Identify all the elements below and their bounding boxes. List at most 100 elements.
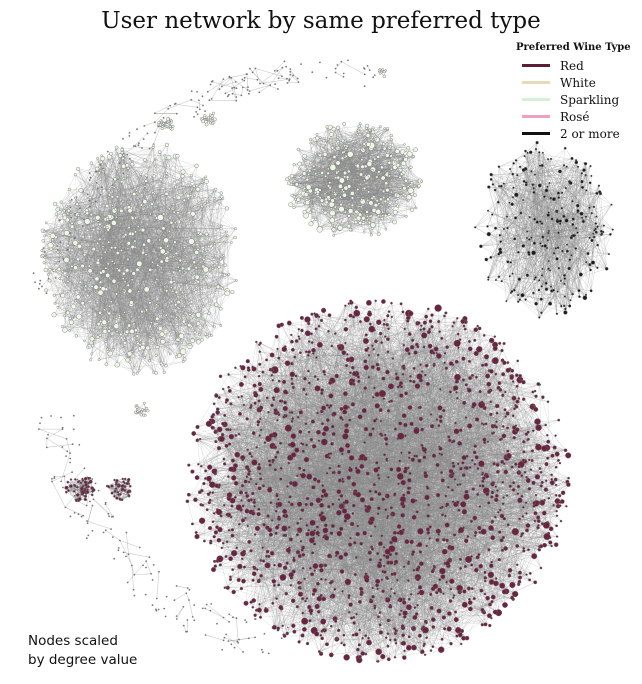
white-cluster-node (74, 299, 77, 303)
red-cluster-node (403, 649, 406, 653)
sparkling-cluster-node (329, 132, 334, 137)
red-cluster-node (230, 550, 238, 557)
red-cluster-node (301, 442, 305, 446)
sparkling-cluster-node (297, 161, 302, 167)
white-cluster-node (164, 363, 168, 368)
sparkling-cluster-node (360, 158, 364, 162)
outer-ring-top-node (204, 110, 207, 112)
red-cluster-node (502, 360, 507, 365)
white-cluster-node (168, 352, 172, 356)
red-cluster-node (388, 383, 394, 390)
white-cluster-node (235, 279, 238, 282)
outer-ring-top-node (277, 88, 279, 90)
red-cluster-node (417, 528, 424, 535)
multi-cluster-node (571, 200, 574, 203)
sparkling-cluster-node (289, 182, 293, 187)
red-cluster-node (560, 490, 566, 496)
red-cluster-node (322, 527, 329, 534)
outer-ring-top-node (258, 91, 261, 94)
multi-cluster-node (486, 232, 491, 237)
white-cluster-node (90, 352, 94, 356)
sparkling-cluster-node (351, 203, 354, 207)
sparkling-cluster-node (403, 143, 406, 146)
sparkling-cluster-node (336, 135, 340, 139)
multi-cluster-node (555, 257, 559, 261)
red-cluster-node (390, 587, 393, 591)
red-cluster-node (389, 560, 394, 565)
red-cluster-node (275, 505, 279, 509)
multi-cluster-node (528, 150, 533, 155)
red-cluster-node (546, 433, 549, 437)
red-cluster-node (407, 332, 412, 336)
red-cluster-node (222, 457, 226, 461)
red-cluster-node (515, 399, 520, 404)
red-cluster-node (210, 414, 215, 419)
sparkling-cluster-node (319, 198, 324, 203)
multi-cluster-node (505, 215, 509, 218)
red-cluster-node (403, 327, 406, 331)
red-cluster-node (362, 337, 369, 345)
red-cluster-node (400, 501, 405, 507)
red-cluster-node (420, 324, 423, 328)
white-cluster-node (115, 195, 120, 199)
sparkling-cluster-node (339, 203, 343, 207)
small-cluster-b-node (212, 120, 216, 124)
red-cluster-node (534, 394, 538, 398)
outer-ring-left-node (205, 603, 208, 606)
red-cluster-node (409, 375, 412, 378)
red-cluster-node (567, 476, 570, 480)
multi-cluster-node (540, 274, 544, 277)
red-cluster-node (528, 458, 531, 462)
red-cluster-node (359, 463, 365, 469)
white-cluster-node (102, 168, 106, 171)
red-cluster-node (474, 567, 479, 573)
red-cluster-node (429, 592, 433, 596)
outer-ring-left-node (122, 551, 125, 554)
red-cluster-node (230, 458, 235, 463)
white-cluster-node (203, 179, 209, 184)
red-cluster-node (473, 338, 477, 342)
red-cluster-node (522, 450, 526, 454)
node-layer (32, 59, 614, 664)
sparkling-cluster-node (387, 160, 392, 165)
sparkling-cluster-node (362, 220, 365, 223)
white-cluster-node (200, 181, 204, 184)
red-cluster-node (384, 636, 388, 639)
white-cluster-node (66, 275, 69, 279)
red-cluster-node (448, 468, 454, 474)
white-cluster-node (74, 196, 77, 200)
white-cluster-node (148, 268, 153, 272)
multi-cluster-node (549, 269, 552, 272)
white-cluster-node (44, 221, 48, 224)
white-cluster-node (134, 230, 137, 234)
red-cluster-node (254, 608, 258, 612)
red-cluster-node (454, 373, 461, 381)
red-cluster-node (386, 577, 390, 581)
sparkling-cluster-node (298, 167, 301, 170)
red-cluster-node (266, 514, 270, 518)
red-cluster-node (464, 383, 468, 387)
small-cluster-b-node (212, 117, 217, 122)
red-cluster-node (487, 548, 491, 552)
outer-ring-left-node (113, 557, 115, 560)
white-cluster-node (190, 338, 195, 344)
multi-cluster-node (565, 249, 569, 253)
red-cluster-node (255, 340, 258, 344)
red-cluster-node (540, 522, 545, 526)
red-cluster-node (195, 424, 200, 430)
outer-ring-top-node (334, 67, 337, 70)
multi-cluster-node (609, 233, 612, 236)
red-cluster-node (390, 301, 393, 305)
red-cluster-node (216, 555, 224, 563)
sparkling-cluster-node (320, 171, 324, 175)
red-cluster-node (462, 400, 467, 405)
red-cluster-node (304, 316, 311, 323)
red-cluster-node (340, 641, 343, 645)
red-cluster-node (410, 498, 416, 504)
multi-cluster-node (522, 198, 525, 202)
white-cluster-node (123, 311, 126, 314)
outer-ring-top-node (169, 104, 172, 107)
red-cluster-node (278, 605, 284, 610)
red-cluster-node (486, 381, 492, 387)
red-cluster-node (327, 329, 330, 333)
